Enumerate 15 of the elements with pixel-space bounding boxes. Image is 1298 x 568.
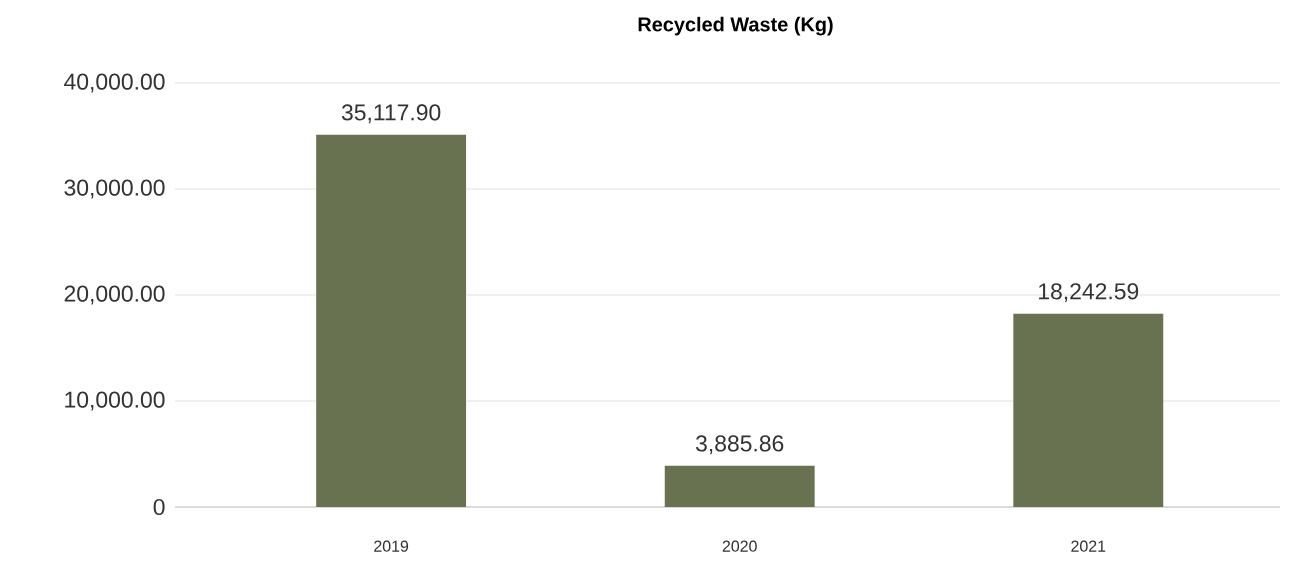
x-tick-label: 2019: [374, 540, 409, 552]
data-label: 18,242.59: [1039, 283, 1139, 303]
y-tick-label: 0: [153, 498, 165, 516]
bar: [664, 465, 815, 507]
data-label: 35,117.90: [341, 104, 441, 124]
y-tick-label: 20,000.00: [64, 285, 165, 305]
bar: [1013, 313, 1164, 507]
y-tick-label: 30,000.00: [64, 179, 165, 199]
y-tick-label: 40,000.00: [64, 73, 165, 93]
x-tick-label: 2020: [722, 540, 757, 552]
data-label: 3,885.86: [695, 435, 784, 455]
bar: [316, 134, 467, 507]
y-tick-label: 10,000.00: [65, 391, 165, 411]
x-tick-label: 2021: [1071, 540, 1106, 552]
chart-title: Recycled Waste (Kg): [638, 16, 833, 36]
